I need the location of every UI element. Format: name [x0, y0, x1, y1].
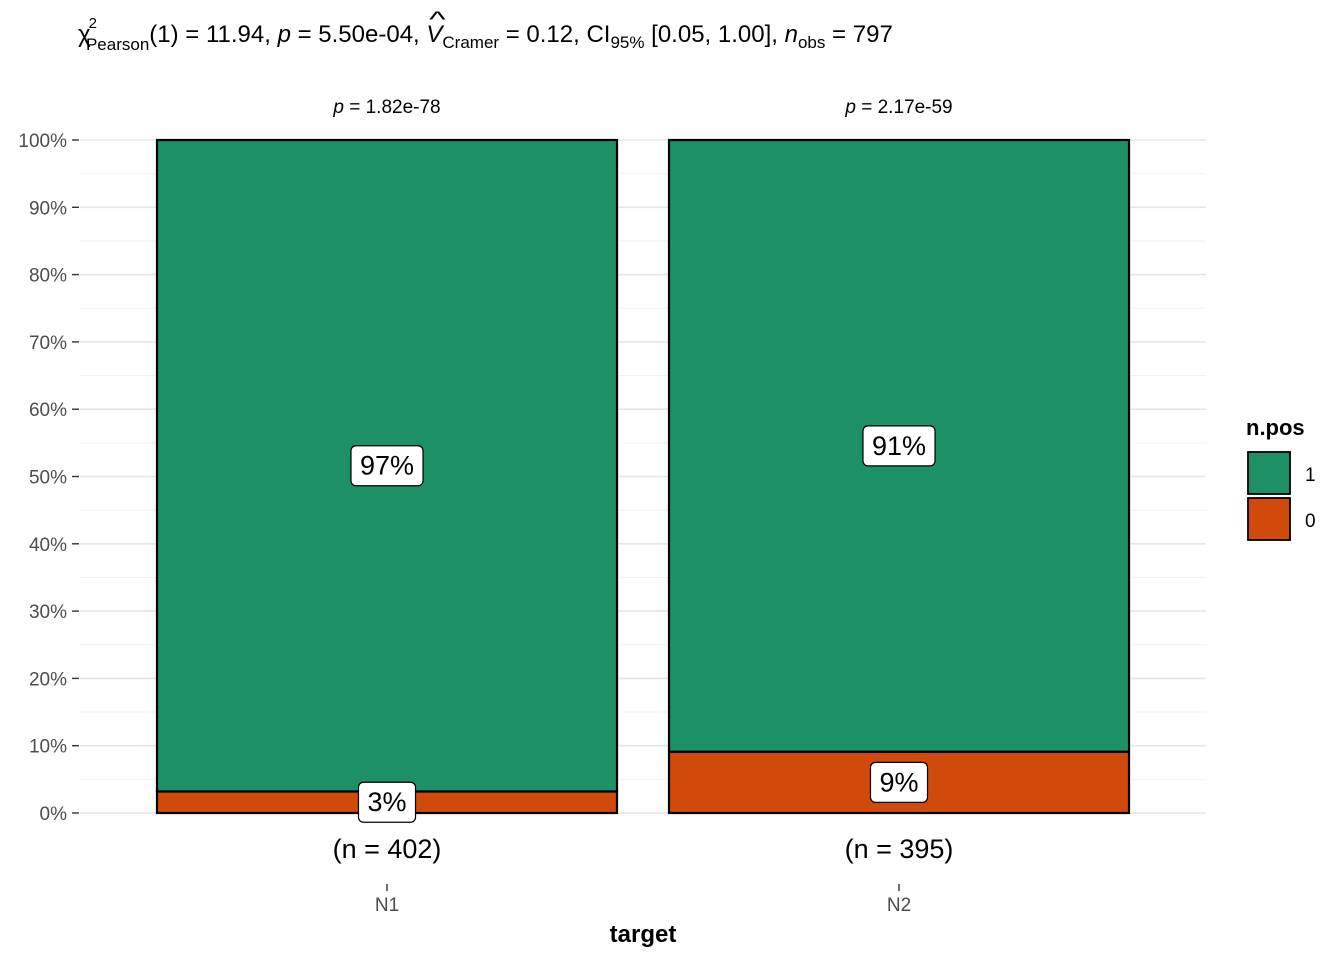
- subtitle-v-value: = 0.12, CI: [499, 21, 610, 48]
- data-label-N1-0: 3%: [357, 781, 417, 823]
- y-tick-label: 0%: [40, 804, 68, 825]
- svg-text:9%: 9%: [879, 767, 918, 797]
- subtitle-p-value: = 5.50e-04,: [291, 21, 426, 48]
- x-axis-title: target: [610, 921, 677, 948]
- data-label-layer: 3% 97% p = 1.82e-78 9% 91% p = 2.17e-59: [332, 97, 953, 823]
- y-tick-label: 40%: [29, 535, 67, 556]
- subtitle-n-value: = 797: [825, 21, 892, 48]
- legend-swatch-1: [1247, 451, 1291, 495]
- x-axis: (n = 402) N1 (n = 395) N2: [333, 834, 954, 916]
- legend-swatch-0: [1247, 497, 1291, 541]
- y-tick-label: 50%: [29, 468, 67, 489]
- svg-text:3%: 3%: [367, 787, 406, 817]
- subtitle-n-sub: obs: [798, 33, 825, 52]
- subtitle-ci-value: [0.05, 1.00],: [645, 21, 785, 48]
- x-tick-label: N1: [375, 895, 399, 916]
- y-tick-label: 80%: [29, 266, 67, 287]
- legend-label-1: 1: [1305, 465, 1316, 486]
- x-tick-label: N2: [887, 895, 911, 916]
- data-label-N2-0: 9%: [869, 761, 929, 803]
- y-tick-label: 20%: [29, 669, 67, 690]
- legend-title: n.pos: [1246, 415, 1305, 440]
- legend: n.pos 1 0: [1246, 415, 1316, 541]
- y-tick-label: 70%: [29, 333, 67, 354]
- subtitle-v-hat: ^: [429, 8, 446, 33]
- bar-count-N1: (n = 402): [333, 834, 442, 864]
- y-tick-label: 60%: [29, 400, 67, 421]
- bar-layer: [155, 138, 1131, 815]
- y-tick-label: 90%: [29, 198, 67, 219]
- subtitle-v-sub: Cramer: [442, 33, 499, 52]
- y-tick-label: 10%: [29, 737, 67, 758]
- subtitle-df-stat: (1) = 11.94,: [149, 21, 277, 48]
- data-label-N2-1: 91%: [862, 425, 936, 467]
- svg-text:91%: 91%: [872, 431, 926, 461]
- legend-label-0: 0: [1305, 511, 1316, 532]
- subtitle-chi-sub: Pearson: [86, 35, 149, 54]
- y-tick-label: 100%: [18, 131, 67, 152]
- subtitle-chi: χ: [78, 21, 91, 48]
- data-label-N1-1: 97%: [350, 445, 424, 487]
- subtitle-ci-sub: 95%: [610, 33, 644, 52]
- subtitle-n-symbol: n: [785, 21, 798, 48]
- subtitle-v-symbol: V: [426, 21, 444, 48]
- svg-text:97%: 97%: [360, 451, 414, 481]
- bar-count-N2: (n = 395): [845, 834, 954, 864]
- y-tick-label: 30%: [29, 602, 67, 623]
- subtitle-chi-sup: 2: [89, 15, 97, 32]
- chart-subtitle: χ2 Pearson(1) = 11.94, p = 5.50e-04, VCra…: [78, 15, 893, 54]
- subtitle-p-symbol: p: [277, 21, 291, 48]
- y-axis: 0% 10% 20% 30% 40% 50% 60% 70% 80% 90% 100%: [18, 131, 79, 825]
- bar-pvalue-N2: p = 2.17e-59: [844, 97, 952, 118]
- bar-pvalue-N1: p = 1.82e-78: [332, 97, 440, 118]
